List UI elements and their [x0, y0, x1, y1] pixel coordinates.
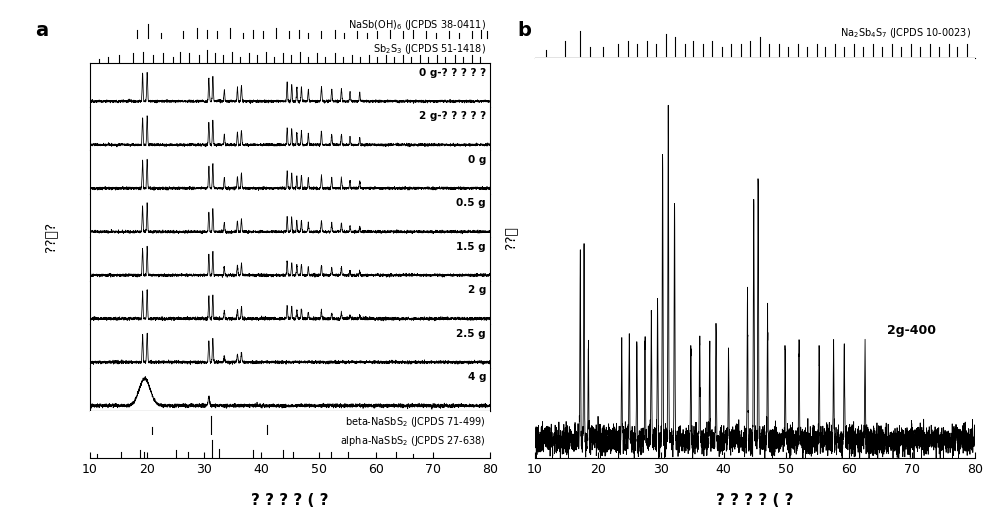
- Text: b: b: [517, 21, 531, 40]
- Text: beta-NaSbS$_2$ (JCPDS 71-499): beta-NaSbS$_2$ (JCPDS 71-499): [345, 415, 486, 429]
- Text: NaSb(OH)$_6$ (JCPDS 38-0411): NaSb(OH)$_6$ (JCPDS 38-0411): [348, 18, 486, 32]
- Text: 2.5 g: 2.5 g: [456, 329, 486, 339]
- Text: 2 g-? ? ? ? ?: 2 g-? ? ? ? ?: [419, 111, 486, 121]
- Text: Na$_2$Sb$_4$S$_7$ (JCPDS 10-0023): Na$_2$Sb$_4$S$_7$ (JCPDS 10-0023): [840, 26, 971, 40]
- Text: 0.5 g: 0.5 g: [456, 198, 486, 208]
- Text: 2g-400: 2g-400: [887, 324, 936, 337]
- Text: a: a: [35, 21, 48, 40]
- Text: ? ? ? ? ( ?: ? ? ? ? ( ?: [716, 493, 794, 508]
- Text: Sb$_2$S$_3$ (JCPDS 51-1418): Sb$_2$S$_3$ (JCPDS 51-1418): [373, 42, 486, 56]
- Text: alpha-NaSbS$_2$ (JCPDS 27-638): alpha-NaSbS$_2$ (JCPDS 27-638): [340, 434, 486, 448]
- Text: 0 g: 0 g: [468, 155, 486, 165]
- Text: ??．?: ??．?: [43, 222, 57, 252]
- Text: 2 g: 2 g: [468, 285, 486, 295]
- Text: ??．: ??．: [503, 226, 517, 249]
- Text: 4 g: 4 g: [468, 372, 486, 382]
- Text: ? ? ? ? ( ?: ? ? ? ? ( ?: [251, 493, 329, 508]
- Text: 0 g-? ? ? ? ?: 0 g-? ? ? ? ?: [419, 68, 486, 78]
- Text: 1.5 g: 1.5 g: [456, 242, 486, 252]
